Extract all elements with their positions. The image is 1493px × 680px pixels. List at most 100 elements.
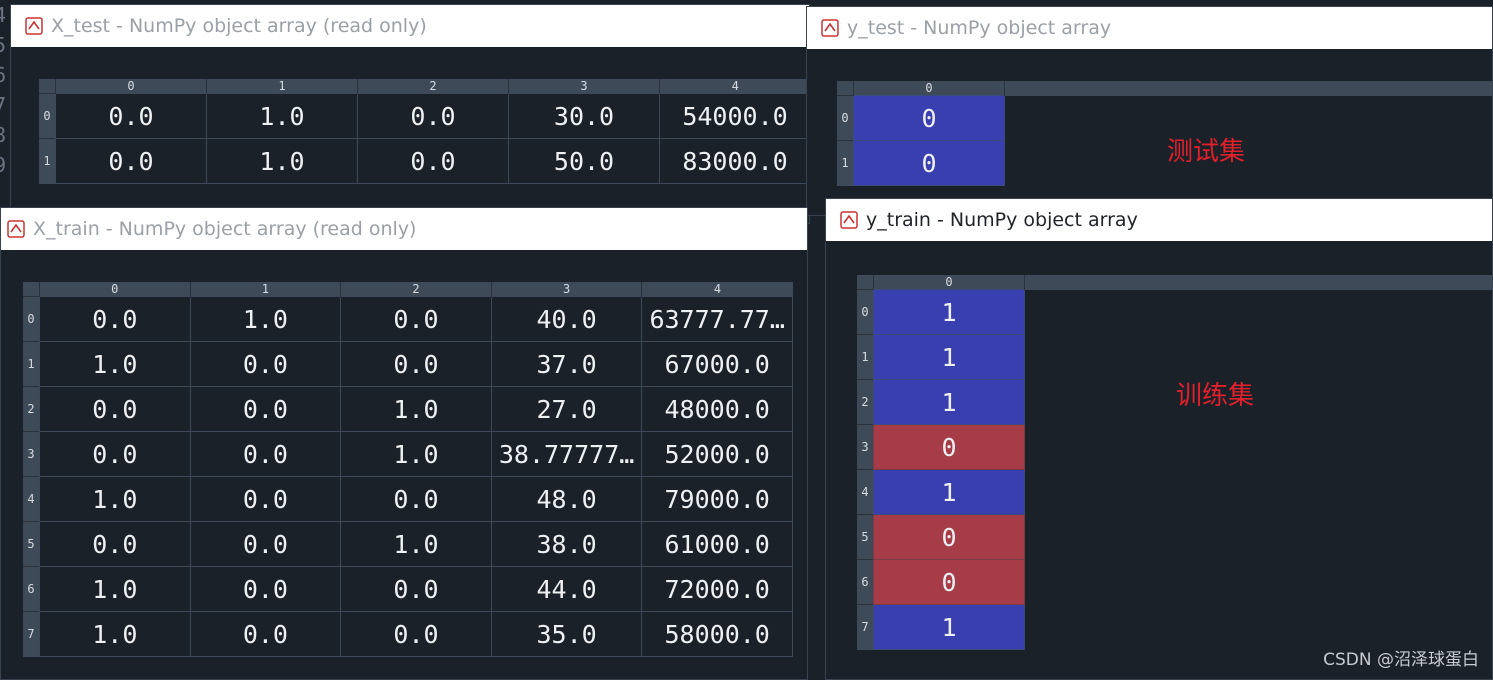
array-cell[interactable]: 0.0 — [39, 386, 191, 432]
column-header[interactable]: 4 — [641, 282, 793, 297]
array-cell[interactable]: 67000.0 — [641, 341, 793, 387]
row-header[interactable]: 3 — [857, 424, 874, 470]
array-cell[interactable]: 0.0 — [189, 521, 342, 567]
array-cell[interactable]: 1.0 — [206, 93, 358, 139]
array-cell[interactable]: 1.0 — [340, 431, 492, 477]
row-header[interactable]: 1 — [837, 140, 854, 186]
row-header[interactable]: 3 — [23, 431, 40, 477]
array-cell[interactable]: 79000.0 — [641, 476, 793, 522]
array-cell[interactable]: 52000.0 — [641, 431, 793, 477]
array-cell[interactable]: 0.0 — [357, 93, 509, 139]
array-cell[interactable]: 1 — [873, 469, 1025, 515]
x-test-title: X_test - NumPy object array (read only) — [51, 15, 427, 37]
row-header[interactable]: 6 — [23, 566, 40, 612]
array-cell[interactable]: 27.0 — [490, 386, 643, 432]
array-cell[interactable]: 48.0 — [490, 476, 643, 522]
array-cell[interactable]: 0.0 — [340, 611, 492, 657]
row-header[interactable]: 0 — [857, 289, 874, 335]
x-test-titlebar[interactable]: X_test - NumPy object array (read only) — [11, 5, 809, 47]
array-cell[interactable]: 0 — [873, 424, 1025, 470]
column-header[interactable]: 2 — [357, 79, 509, 94]
array-cell[interactable]: 1.0 — [189, 296, 342, 342]
array-cell[interactable]: 54000.0 — [659, 93, 809, 139]
array-cell[interactable]: 0 — [873, 559, 1025, 605]
array-cell[interactable]: 1 — [873, 379, 1025, 425]
row-header[interactable]: 5 — [23, 521, 40, 567]
row-header[interactable]: 4 — [23, 476, 40, 522]
row-header[interactable]: 1 — [23, 341, 40, 387]
array-cell[interactable]: 1.0 — [39, 476, 191, 522]
column-header[interactable]: 3 — [508, 79, 660, 94]
row-header[interactable]: 6 — [857, 559, 874, 605]
array-cell[interactable]: 30.0 — [508, 93, 660, 139]
column-header[interactable]: 1 — [189, 282, 341, 297]
array-cell[interactable]: 0.0 — [189, 341, 342, 387]
array-cell[interactable]: 0.0 — [340, 296, 492, 342]
array-cell[interactable]: 1.0 — [206, 138, 358, 184]
row-header[interactable]: 0 — [23, 296, 40, 342]
array-cell[interactable]: 1.0 — [39, 566, 191, 612]
array-cell[interactable]: 1 — [873, 289, 1025, 335]
array-cell[interactable]: 0.0 — [189, 431, 342, 477]
array-cell[interactable]: 40.0 — [490, 296, 643, 342]
column-header[interactable]: 3 — [490, 282, 642, 297]
array-cell[interactable]: 63777.77… — [641, 296, 793, 342]
column-header[interactable]: 2 — [340, 282, 492, 297]
column-header[interactable]: 1 — [206, 79, 358, 94]
array-cell[interactable]: 61000.0 — [641, 521, 793, 567]
array-cell[interactable]: 38.0 — [490, 521, 643, 567]
array-cell[interactable]: 37.0 — [490, 341, 643, 387]
array-cell[interactable]: 0.0 — [357, 138, 509, 184]
array-cell[interactable]: 0 — [873, 514, 1025, 560]
array-cell[interactable]: 1 — [873, 334, 1025, 380]
row-header[interactable]: 7 — [857, 604, 874, 650]
array-cell[interactable]: 72000.0 — [641, 566, 793, 612]
x-train-titlebar[interactable]: X_train - NumPy object array (read only) — [1, 208, 807, 250]
column-header[interactable]: 0 — [873, 275, 1025, 290]
array-cell[interactable]: 0.0 — [340, 341, 492, 387]
array-cell[interactable]: 0.0 — [340, 476, 492, 522]
array-cell[interactable]: 0.0 — [39, 296, 191, 342]
array-cell[interactable]: 0.0 — [189, 476, 342, 522]
array-cell[interactable]: 0.0 — [340, 566, 492, 612]
row-header[interactable]: 1 — [857, 334, 874, 380]
array-cell[interactable]: 0.0 — [55, 138, 207, 184]
line-number: 7 — [0, 93, 7, 117]
row-header[interactable]: 1 — [39, 138, 56, 184]
y-train-titlebar[interactable]: y_train - NumPy object array — [826, 199, 1492, 241]
row-header[interactable]: 0 — [837, 95, 854, 141]
column-header[interactable]: 0 — [39, 282, 191, 297]
array-cell[interactable]: 35.0 — [490, 611, 643, 657]
array-cell[interactable]: 48000.0 — [641, 386, 793, 432]
column-header[interactable]: 0 — [55, 79, 207, 94]
array-cell[interactable]: 0.0 — [189, 566, 342, 612]
array-cell[interactable]: 1 — [873, 604, 1025, 650]
column-header[interactable]: 0 — [853, 81, 1005, 96]
array-cell[interactable]: 1.0 — [39, 611, 191, 657]
array-cell[interactable]: 1.0 — [340, 386, 492, 432]
array-cell[interactable]: 0.0 — [189, 386, 342, 432]
row-header[interactable]: 0 — [39, 93, 56, 139]
row-header[interactable]: 2 — [23, 386, 40, 432]
array-cell[interactable]: 0 — [853, 140, 1005, 186]
empty-area — [1024, 289, 1492, 335]
array-cell[interactable]: 38.77777… — [490, 431, 643, 477]
column-header[interactable]: 4 — [659, 79, 809, 94]
array-cell[interactable]: 1.0 — [39, 341, 191, 387]
array-cell[interactable]: 50.0 — [508, 138, 660, 184]
array-cell[interactable]: 0.0 — [39, 521, 191, 567]
array-cell[interactable]: 44.0 — [490, 566, 643, 612]
array-cell[interactable]: 0.0 — [39, 431, 191, 477]
y-test-titlebar[interactable]: y_test - NumPy object array — [807, 7, 1492, 49]
row-header[interactable]: 7 — [23, 611, 40, 657]
array-cell[interactable]: 0.0 — [189, 611, 342, 657]
row-header[interactable]: 2 — [857, 379, 874, 425]
row-header[interactable]: 5 — [857, 514, 874, 560]
array-cell[interactable]: 0 — [853, 95, 1005, 141]
array-cell[interactable]: 1.0 — [340, 521, 492, 567]
array-cell[interactable]: 0.0 — [55, 93, 207, 139]
array-cell[interactable]: 58000.0 — [641, 611, 793, 657]
array-cell[interactable]: 83000.0 — [659, 138, 809, 184]
row-header[interactable]: 4 — [857, 469, 874, 515]
